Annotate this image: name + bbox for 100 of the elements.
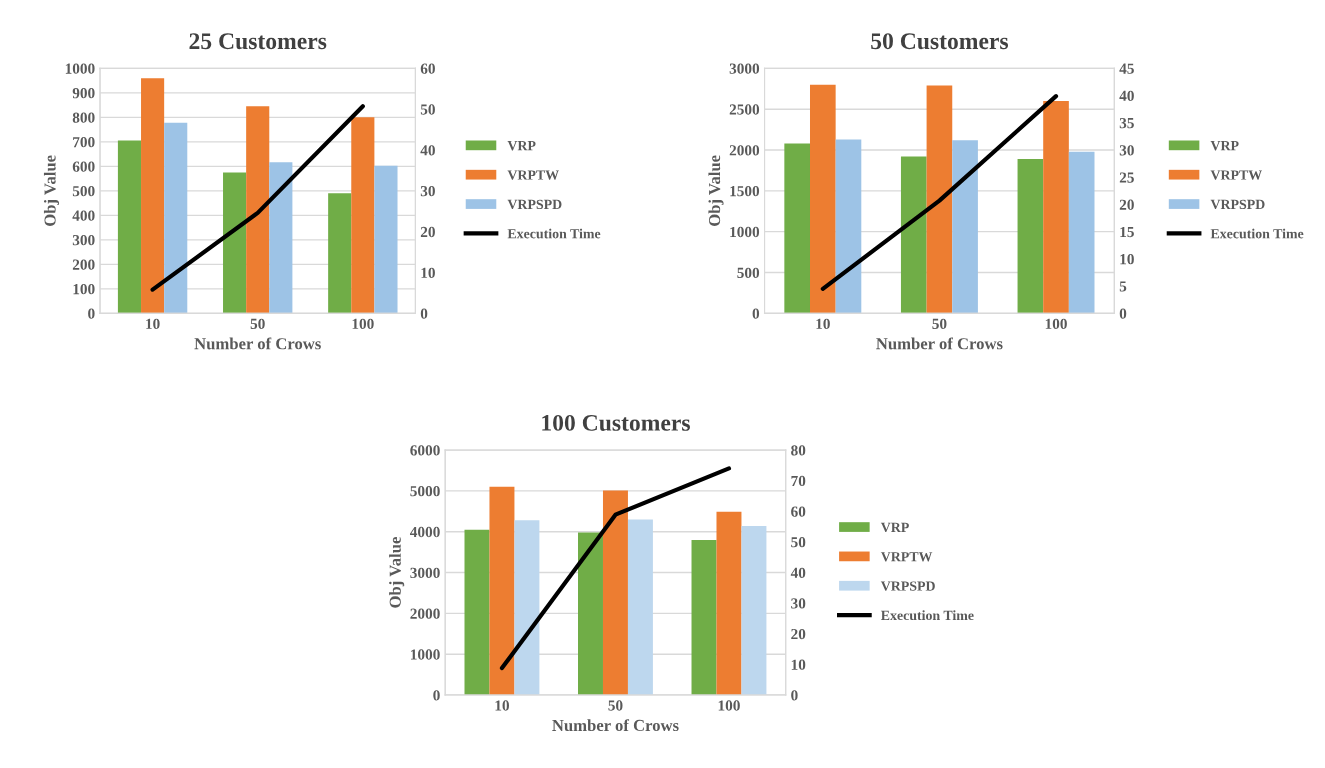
y2-tick-label: 10 bbox=[791, 659, 806, 670]
legend-label: VRP bbox=[507, 141, 536, 151]
bar bbox=[246, 106, 270, 314]
y-tick-label: 300 bbox=[72, 234, 95, 246]
y-tick-label: 2000 bbox=[410, 608, 440, 619]
y2-tick-label: 15 bbox=[1120, 226, 1134, 238]
legend-label: Execution Time bbox=[507, 228, 601, 239]
bar bbox=[1043, 101, 1069, 314]
y2-tick-label: 20 bbox=[420, 226, 435, 238]
y-tick-label: 900 bbox=[72, 87, 95, 99]
y2-tick-label: 70 bbox=[791, 475, 806, 487]
x-tick-label: 50 bbox=[250, 318, 265, 329]
chart-title: 50 Customers bbox=[871, 33, 1009, 50]
y2-tick-label: 25 bbox=[1119, 172, 1134, 183]
y2-tick-label: 30 bbox=[1119, 145, 1134, 156]
y-tick-label: 200 bbox=[72, 259, 95, 270]
y2-tick-label: 50 bbox=[791, 537, 806, 548]
y-tick-label: 800 bbox=[72, 112, 95, 123]
x-tick-label: 100 bbox=[718, 700, 740, 711]
y2-tick-label: 60 bbox=[791, 506, 806, 517]
x-tick-label: 50 bbox=[932, 318, 947, 329]
legend-label: Execution Time bbox=[880, 610, 974, 621]
bar bbox=[164, 122, 188, 314]
bar bbox=[784, 143, 810, 314]
y-axis-title: Obj Value bbox=[43, 155, 60, 226]
bar bbox=[514, 520, 540, 696]
y-tick-label: 5000 bbox=[410, 486, 440, 497]
bar bbox=[741, 526, 767, 696]
legend-label: Execution Time bbox=[1210, 228, 1304, 239]
y-tick-label: 3000 bbox=[410, 567, 440, 578]
legend-label: VRP bbox=[1210, 141, 1239, 151]
y2-tick-label: 20 bbox=[1119, 199, 1134, 210]
bar bbox=[691, 539, 717, 696]
y2-tick-label: 30 bbox=[791, 598, 806, 609]
bar bbox=[351, 117, 375, 314]
chart-title: 100 Customers bbox=[542, 414, 690, 431]
y2-tick-label: 50 bbox=[420, 104, 435, 115]
y-tick-label: 0 bbox=[88, 308, 95, 319]
bar bbox=[810, 84, 836, 314]
bar bbox=[1017, 159, 1044, 314]
y-tick-label: 600 bbox=[72, 161, 95, 172]
bar bbox=[627, 519, 653, 696]
bar bbox=[926, 85, 953, 314]
x-tick-label: 10 bbox=[495, 700, 510, 711]
legend-label: VRPSPD bbox=[507, 199, 562, 210]
bar bbox=[900, 156, 927, 314]
bar bbox=[835, 139, 862, 314]
bar bbox=[489, 486, 515, 696]
y-tick-label: 500 bbox=[737, 267, 760, 278]
legend-label: VRPSPD bbox=[1210, 199, 1265, 210]
y-tick-label: 3000 bbox=[729, 63, 760, 74]
y2-tick-label: 20 bbox=[791, 628, 806, 640]
legend-label: VRPSPD bbox=[880, 581, 935, 591]
x-tick-label: 10 bbox=[816, 318, 830, 329]
y2-tick-label: 45 bbox=[1119, 63, 1134, 74]
y2-tick-label: 10 bbox=[1120, 254, 1134, 265]
y2-tick-label: 30 bbox=[420, 185, 435, 197]
y-tick-label: 0 bbox=[433, 690, 440, 701]
y2-tick-label: 35 bbox=[1119, 117, 1134, 129]
bar bbox=[952, 140, 978, 314]
y-tick-label: 400 bbox=[72, 210, 95, 221]
y2-tick-label: 40 bbox=[1119, 90, 1134, 102]
y2-tick-label: 60 bbox=[420, 63, 435, 74]
bar bbox=[716, 511, 742, 696]
legend-label: VRPTW bbox=[1210, 170, 1262, 180]
y-tick-label: 1500 bbox=[730, 185, 760, 197]
y2-tick-label: 0 bbox=[1119, 308, 1127, 319]
x-axis-title: Number of Crows bbox=[876, 337, 1003, 350]
y-tick-label: 1000 bbox=[411, 649, 440, 660]
bar bbox=[141, 78, 165, 314]
y2-tick-label: 5 bbox=[1119, 281, 1127, 292]
x-tick-label: 50 bbox=[608, 700, 623, 711]
legend-label: VRPTW bbox=[507, 170, 559, 180]
y-axis-title: Obj Value bbox=[708, 155, 724, 226]
y2-tick-label: 40 bbox=[790, 567, 806, 578]
bar bbox=[117, 140, 142, 314]
x-tick-label: 100 bbox=[352, 318, 374, 329]
y-tick-label: 2000 bbox=[729, 145, 760, 156]
y-tick-label: 2500 bbox=[729, 104, 760, 115]
legend-label: VRPTW bbox=[880, 552, 933, 562]
bar bbox=[269, 162, 293, 314]
y-tick-label: 1000 bbox=[65, 63, 95, 74]
x-tick-label: 10 bbox=[146, 318, 160, 329]
y-tick-label: 4000 bbox=[409, 526, 440, 538]
bar bbox=[578, 532, 603, 696]
x-axis-title: Number of Crows bbox=[552, 719, 679, 732]
bar bbox=[464, 529, 490, 696]
y2-tick-label: 40 bbox=[420, 145, 435, 156]
chart-title: 25 Customers bbox=[189, 33, 327, 50]
y-axis-title: Obj Value bbox=[389, 537, 405, 608]
legend-label: VRP bbox=[880, 522, 909, 533]
x-tick-label: 100 bbox=[1045, 318, 1067, 329]
y-tick-label: 1000 bbox=[730, 226, 760, 238]
y2-tick-label: 10 bbox=[421, 267, 435, 278]
y-tick-label: 0 bbox=[752, 308, 760, 319]
y2-tick-label: 0 bbox=[791, 690, 798, 701]
y-tick-label: 6000 bbox=[410, 445, 440, 456]
bar bbox=[374, 165, 398, 314]
bar bbox=[602, 490, 628, 696]
bar bbox=[1068, 151, 1095, 314]
